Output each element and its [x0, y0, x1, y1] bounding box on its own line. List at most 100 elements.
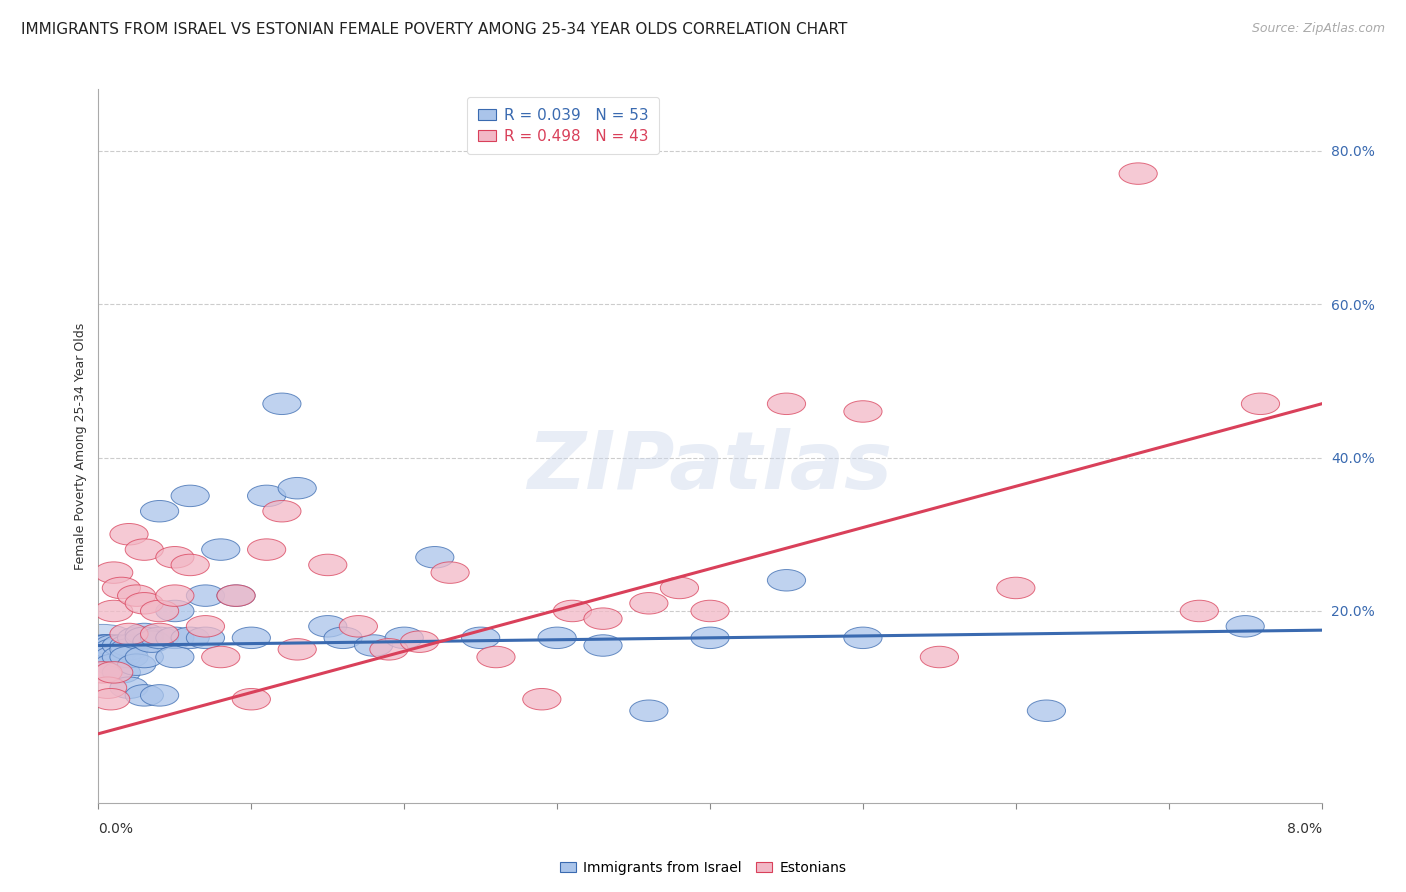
- Ellipse shape: [1241, 393, 1279, 415]
- Ellipse shape: [187, 585, 225, 607]
- Ellipse shape: [217, 585, 254, 607]
- Ellipse shape: [118, 627, 156, 648]
- Ellipse shape: [201, 647, 240, 668]
- Ellipse shape: [477, 647, 515, 668]
- Ellipse shape: [125, 647, 163, 668]
- Ellipse shape: [87, 635, 125, 657]
- Ellipse shape: [84, 635, 122, 657]
- Ellipse shape: [278, 477, 316, 499]
- Ellipse shape: [110, 624, 148, 645]
- Ellipse shape: [110, 635, 148, 657]
- Ellipse shape: [103, 647, 141, 668]
- Ellipse shape: [94, 647, 132, 668]
- Ellipse shape: [90, 647, 128, 668]
- Ellipse shape: [844, 627, 882, 648]
- Ellipse shape: [94, 654, 132, 675]
- Ellipse shape: [156, 627, 194, 648]
- Ellipse shape: [118, 654, 156, 675]
- Y-axis label: Female Poverty Among 25-34 Year Olds: Female Poverty Among 25-34 Year Olds: [75, 322, 87, 570]
- Text: Source: ZipAtlas.com: Source: ZipAtlas.com: [1251, 22, 1385, 36]
- Ellipse shape: [94, 635, 132, 657]
- Ellipse shape: [690, 600, 730, 622]
- Ellipse shape: [110, 677, 148, 698]
- Ellipse shape: [661, 577, 699, 599]
- Ellipse shape: [110, 647, 148, 668]
- Ellipse shape: [523, 689, 561, 710]
- Ellipse shape: [1119, 163, 1157, 185]
- Ellipse shape: [997, 577, 1035, 599]
- Ellipse shape: [416, 547, 454, 568]
- Ellipse shape: [309, 554, 347, 575]
- Ellipse shape: [156, 547, 194, 568]
- Ellipse shape: [132, 631, 172, 652]
- Ellipse shape: [84, 662, 122, 683]
- Ellipse shape: [94, 562, 132, 583]
- Ellipse shape: [583, 635, 621, 657]
- Ellipse shape: [323, 627, 363, 648]
- Ellipse shape: [263, 393, 301, 415]
- Ellipse shape: [187, 627, 225, 648]
- Ellipse shape: [172, 485, 209, 507]
- Ellipse shape: [103, 635, 141, 657]
- Ellipse shape: [103, 662, 141, 683]
- Legend: R = 0.039   N = 53, R = 0.498   N = 43: R = 0.039 N = 53, R = 0.498 N = 43: [467, 97, 659, 154]
- Ellipse shape: [65, 624, 141, 666]
- Ellipse shape: [125, 624, 163, 645]
- Ellipse shape: [309, 615, 347, 637]
- Ellipse shape: [232, 689, 270, 710]
- Ellipse shape: [385, 627, 423, 648]
- Ellipse shape: [1226, 615, 1264, 637]
- Ellipse shape: [156, 600, 194, 622]
- Ellipse shape: [110, 639, 148, 660]
- Ellipse shape: [583, 608, 621, 630]
- Ellipse shape: [432, 562, 470, 583]
- Text: ZIPatlas: ZIPatlas: [527, 428, 893, 507]
- Ellipse shape: [110, 524, 148, 545]
- Ellipse shape: [125, 592, 163, 614]
- Ellipse shape: [187, 615, 225, 637]
- Ellipse shape: [94, 639, 132, 660]
- Ellipse shape: [91, 689, 129, 710]
- Ellipse shape: [278, 639, 316, 660]
- Ellipse shape: [768, 569, 806, 591]
- Ellipse shape: [94, 662, 132, 683]
- Ellipse shape: [339, 615, 377, 637]
- Ellipse shape: [844, 401, 882, 422]
- Ellipse shape: [141, 600, 179, 622]
- Ellipse shape: [768, 393, 806, 415]
- Ellipse shape: [172, 554, 209, 575]
- Ellipse shape: [156, 647, 194, 668]
- Ellipse shape: [1028, 700, 1066, 722]
- Ellipse shape: [247, 485, 285, 507]
- Text: 8.0%: 8.0%: [1286, 822, 1322, 836]
- Ellipse shape: [630, 592, 668, 614]
- Ellipse shape: [94, 600, 132, 622]
- Ellipse shape: [118, 585, 156, 607]
- Ellipse shape: [690, 627, 730, 648]
- Ellipse shape: [103, 577, 141, 599]
- Ellipse shape: [141, 500, 179, 522]
- Legend: Immigrants from Israel, Estonians: Immigrants from Israel, Estonians: [554, 855, 852, 880]
- Ellipse shape: [1180, 600, 1219, 622]
- Ellipse shape: [125, 539, 163, 560]
- Ellipse shape: [630, 700, 668, 722]
- Ellipse shape: [247, 539, 285, 560]
- Ellipse shape: [89, 635, 127, 657]
- Ellipse shape: [921, 647, 959, 668]
- Ellipse shape: [538, 627, 576, 648]
- Ellipse shape: [370, 639, 408, 660]
- Ellipse shape: [141, 685, 179, 706]
- Ellipse shape: [201, 539, 240, 560]
- Ellipse shape: [263, 500, 301, 522]
- Ellipse shape: [217, 585, 254, 607]
- Text: IMMIGRANTS FROM ISRAEL VS ESTONIAN FEMALE POVERTY AMONG 25-34 YEAR OLDS CORRELAT: IMMIGRANTS FROM ISRAEL VS ESTONIAN FEMAL…: [21, 22, 848, 37]
- Ellipse shape: [125, 685, 163, 706]
- Ellipse shape: [232, 627, 270, 648]
- Ellipse shape: [554, 600, 592, 622]
- Ellipse shape: [94, 662, 132, 683]
- Ellipse shape: [141, 624, 179, 645]
- Ellipse shape: [89, 677, 127, 698]
- Ellipse shape: [172, 627, 209, 648]
- Text: 0.0%: 0.0%: [98, 822, 134, 836]
- Ellipse shape: [401, 631, 439, 652]
